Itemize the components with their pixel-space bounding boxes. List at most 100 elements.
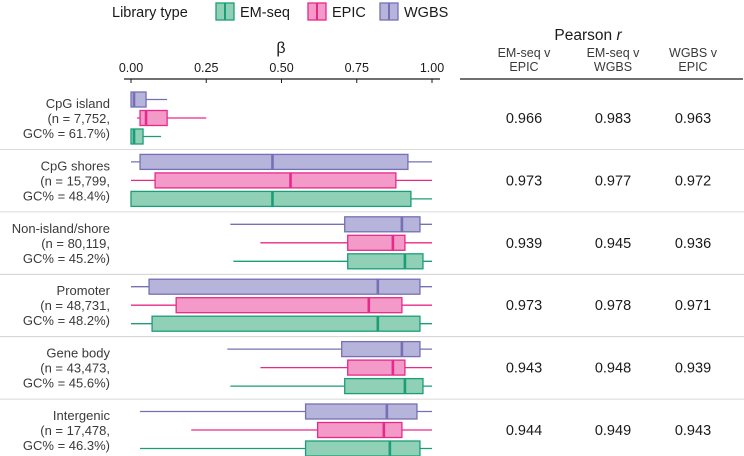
pearson-value: 0.978 xyxy=(595,298,631,314)
pearson-column-header: WGBS xyxy=(594,60,632,74)
legend-item-wgbs: WGBS xyxy=(379,2,448,21)
box-wgbs xyxy=(130,91,168,108)
box-wgbs xyxy=(227,340,432,358)
legend-label-emseq: EM-seq xyxy=(240,5,290,21)
group-label-line: GC% = 46.3%) xyxy=(23,438,110,453)
box-iqr xyxy=(347,234,406,251)
pearson-column-header: EM-seq v xyxy=(587,46,641,60)
group-label-line: GC% = 48.4%) xyxy=(23,188,110,203)
group-label-line: (n = 15,799, xyxy=(40,173,110,188)
group-rows: CpG island(n = 7,752,GC% = 61.7%) 0.966 0.… xyxy=(0,91,744,456)
box-emseq xyxy=(230,377,432,395)
group-label-line: (n = 80,119, xyxy=(41,236,110,251)
pearson-value: 0.973 xyxy=(506,173,542,189)
legend: Library type EM-seq EPIC WGBS xyxy=(112,2,448,21)
pearson-value: 0.943 xyxy=(675,423,711,439)
pearson-value: 0.943 xyxy=(506,361,542,377)
box-iqr xyxy=(130,190,412,208)
legend-item-epic: EPIC xyxy=(307,2,366,21)
x-tick-label: 0.00 xyxy=(119,61,143,75)
box-iqr xyxy=(341,340,421,358)
box-iqr xyxy=(148,278,421,295)
box-wgbs xyxy=(131,153,432,171)
pearson-value: 0.973 xyxy=(506,298,542,314)
x-tick-label: 1.00 xyxy=(420,61,444,75)
group-row: CpG island(n = 7,752,GC% = 61.7%) 0.966 0.… xyxy=(0,91,744,150)
legend-label-wgbs: WGBS xyxy=(404,5,448,21)
pearson-value: 0.977 xyxy=(595,173,631,189)
pearson-value: 0.963 xyxy=(675,111,711,127)
box-iqr xyxy=(344,216,421,233)
x-tick-label: 0.50 xyxy=(269,61,293,75)
x-tick-label: 0.25 xyxy=(194,61,218,75)
box-iqr xyxy=(304,440,421,456)
group-label-line: Non-island/shore xyxy=(12,221,110,236)
pearson-value: 0.939 xyxy=(506,236,542,252)
group-label-line: (n = 48,731, xyxy=(40,298,110,313)
group-row: CpG shores(n = 15,799,GC% = 48.4%) 0.973 0… xyxy=(0,153,744,213)
box-iqr xyxy=(151,315,421,332)
x-tick-label: 0.75 xyxy=(345,61,369,75)
group-label-line: Intergenic xyxy=(53,408,111,423)
pearson-column-header: EM-seq v xyxy=(498,46,552,60)
legend-item-emseq: EM-seq xyxy=(215,2,290,21)
group-label-line: CpG island xyxy=(46,96,110,111)
group-label-line: (n = 7,752, xyxy=(47,111,110,126)
box-iqr xyxy=(139,153,409,171)
pearson-value: 0.944 xyxy=(506,423,542,439)
box-iqr xyxy=(344,377,424,395)
group-row: Non-island/shore(n = 80,119,GC% = 45.2%)… xyxy=(0,216,744,275)
box-epic xyxy=(137,109,207,127)
legend-title: Library type xyxy=(112,5,188,21)
pearson-value: 0.949 xyxy=(595,423,631,439)
box-epic xyxy=(260,359,432,376)
group-label-line: CpG shores xyxy=(41,158,111,173)
pearson-column-header: EPIC xyxy=(678,60,707,74)
pearson-value: 0.939 xyxy=(675,361,711,377)
pearson-column-header: EPIC xyxy=(509,60,538,74)
box-emseq xyxy=(130,190,432,208)
box-iqr xyxy=(304,403,418,420)
group-label-line: GC% = 45.2%) xyxy=(23,251,110,266)
box-emseq xyxy=(233,253,432,270)
box-emseq xyxy=(131,315,432,332)
box-iqr xyxy=(347,359,406,376)
group-label-line: GC% = 45.6%) xyxy=(23,376,110,391)
group-label-line: GC% = 61.7%) xyxy=(23,126,110,141)
group-row: Gene body(n = 43,473,GC% = 45.6%) 0.943 0.… xyxy=(0,340,744,400)
box-emseq xyxy=(130,128,162,145)
box-epic xyxy=(131,297,432,314)
box-wgbs xyxy=(140,403,432,420)
box-epic xyxy=(191,421,432,439)
box-iqr xyxy=(316,421,403,439)
box-emseq xyxy=(140,440,432,456)
group-row: Promoter(n = 48,731,GC% = 48.2%) 0.973 0.9… xyxy=(0,278,744,338)
pearson-title: Pearson r xyxy=(554,27,622,44)
group-label-line: Gene body xyxy=(46,346,110,361)
chart-title: β xyxy=(276,40,285,57)
x-axis: 0.00 0.25 0.50 0.75 1.00 xyxy=(119,61,444,83)
box-wgbs xyxy=(230,216,432,233)
pearson-value: 0.945 xyxy=(595,236,631,252)
box-epic xyxy=(131,172,432,189)
group-label-line: GC% = 48.2%) xyxy=(23,313,110,328)
group-row: Intergenic(n = 17,478,GC% = 46.3%) 0.944 0… xyxy=(23,403,711,456)
legend-label-epic: EPIC xyxy=(332,5,366,21)
pearson-column-header: WGBS v xyxy=(669,46,718,60)
box-wgbs xyxy=(131,278,432,295)
group-label-line: (n = 43,473, xyxy=(40,361,110,376)
group-label-line: (n = 17,478, xyxy=(40,423,110,438)
box-iqr xyxy=(175,297,403,314)
pearson-value: 0.936 xyxy=(675,236,711,252)
pearson-value: 0.971 xyxy=(675,298,711,314)
pearson-value: 0.972 xyxy=(675,173,711,189)
pearson-value: 0.948 xyxy=(595,361,631,377)
pearson-value: 0.966 xyxy=(506,111,542,127)
box-iqr xyxy=(347,253,424,270)
box-iqr xyxy=(139,109,168,127)
box-iqr xyxy=(154,172,397,189)
pearson-value: 0.983 xyxy=(595,111,631,127)
box-epic xyxy=(260,234,432,251)
